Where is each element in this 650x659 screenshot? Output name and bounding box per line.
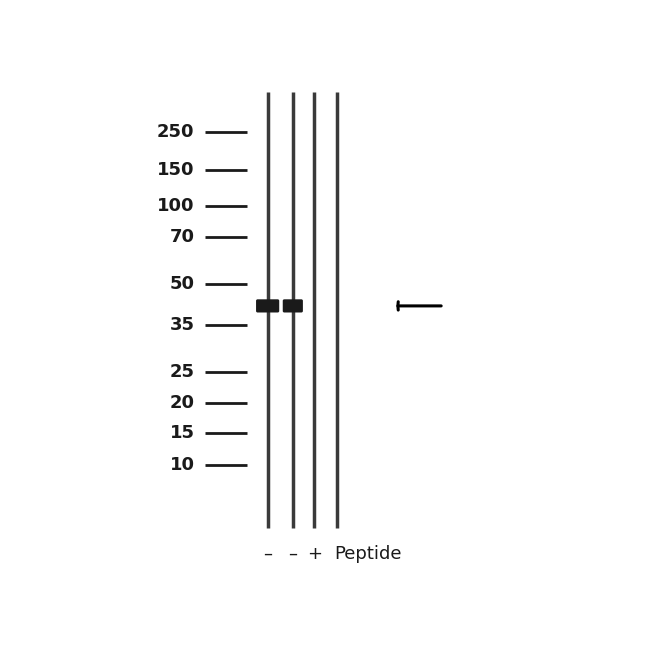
Text: Peptide: Peptide (335, 544, 402, 563)
Text: 70: 70 (170, 229, 194, 246)
Text: 35: 35 (170, 316, 194, 334)
Text: 250: 250 (157, 123, 194, 142)
Text: 50: 50 (170, 275, 194, 293)
Text: –: – (263, 544, 272, 563)
Text: 25: 25 (170, 363, 194, 382)
Text: 150: 150 (157, 161, 194, 179)
Text: 10: 10 (170, 456, 194, 474)
Text: 15: 15 (170, 424, 194, 442)
Text: –: – (289, 544, 297, 563)
FancyBboxPatch shape (283, 299, 303, 312)
Text: 100: 100 (157, 197, 194, 215)
Text: +: + (307, 544, 322, 563)
Text: 20: 20 (170, 394, 194, 412)
FancyBboxPatch shape (256, 299, 280, 312)
